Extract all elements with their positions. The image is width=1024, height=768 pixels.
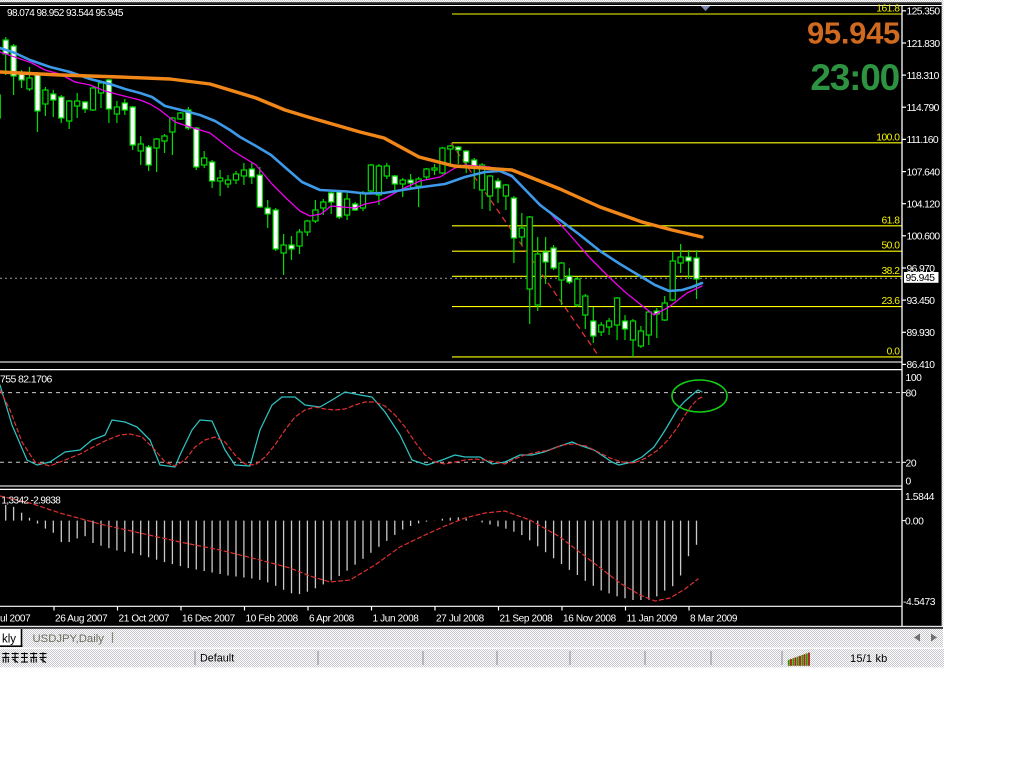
svg-text:161.8: 161.8 <box>876 4 900 15</box>
svg-text:6 Apr 2008: 6 Apr 2008 <box>309 613 355 624</box>
svg-text:98.074 98.952 93.544 95.945: 98.074 98.952 93.544 95.945 <box>7 8 124 19</box>
svg-text:USDJPY,Daily: USDJPY,Daily <box>33 633 105 645</box>
svg-text:118.310: 118.310 <box>907 71 940 82</box>
svg-text:23:00: 23:00 <box>810 57 899 98</box>
svg-text:ul 2007: ul 2007 <box>0 613 31 624</box>
svg-text:107.640: 107.640 <box>907 167 941 178</box>
svg-text:93.450: 93.450 <box>907 296 936 307</box>
svg-text:111.160: 111.160 <box>907 135 939 146</box>
svg-text:100: 100 <box>906 373 923 384</box>
svg-text:27 Jul 2008: 27 Jul 2008 <box>436 613 485 624</box>
svg-text:95.945: 95.945 <box>807 16 900 51</box>
svg-text:15/1 kb: 15/1 kb <box>850 653 887 665</box>
svg-text:Default: Default <box>200 653 234 665</box>
svg-text:755 82.1706: 755 82.1706 <box>0 374 53 386</box>
svg-text:114.790: 114.790 <box>907 103 940 114</box>
svg-text:1 Jun 2008: 1 Jun 2008 <box>373 613 420 624</box>
svg-text:20: 20 <box>906 458 917 469</box>
svg-text:11 Jan 2009: 11 Jan 2009 <box>627 613 678 624</box>
svg-text:89.930: 89.930 <box>907 328 936 339</box>
svg-text:16 Nov 2008: 16 Nov 2008 <box>563 613 617 624</box>
svg-text:16 Dec 2007: 16 Dec 2007 <box>182 613 236 624</box>
svg-text:96.970: 96.970 <box>907 264 936 275</box>
svg-text:kly: kly <box>2 634 16 646</box>
svg-text:95.945: 95.945 <box>906 273 936 284</box>
svg-text:86.410: 86.410 <box>907 360 936 371</box>
svg-text:1,3342 -2.9838: 1,3342 -2.9838 <box>1 496 61 507</box>
svg-text:26 Aug 2007: 26 Aug 2007 <box>55 613 108 624</box>
svg-text:100.600: 100.600 <box>907 232 941 243</box>
svg-text:21 Sep 2008: 21 Sep 2008 <box>500 613 554 624</box>
svg-text:61.8: 61.8 <box>881 215 900 226</box>
svg-text:50.0: 50.0 <box>881 241 900 252</box>
svg-text:0.00: 0.00 <box>905 517 924 528</box>
svg-text:100.0: 100.0 <box>876 132 900 143</box>
svg-text:0: 0 <box>906 477 912 488</box>
svg-text:121.830: 121.830 <box>907 39 941 50</box>
svg-text:23.6: 23.6 <box>881 296 900 307</box>
svg-text:125.350: 125.350 <box>907 7 941 18</box>
svg-text:38.2: 38.2 <box>881 266 900 277</box>
svg-text:10 Feb 2008: 10 Feb 2008 <box>246 613 299 624</box>
svg-text:21 Oct 2007: 21 Oct 2007 <box>119 613 170 624</box>
svg-text:0.0: 0.0 <box>887 346 901 357</box>
svg-text:80: 80 <box>906 389 917 400</box>
svg-text:104.120: 104.120 <box>907 200 941 211</box>
svg-text:1.5844: 1.5844 <box>905 492 935 503</box>
svg-text:-4.5473: -4.5473 <box>903 597 936 608</box>
svg-text:8 Mar 2009: 8 Mar 2009 <box>690 613 738 624</box>
